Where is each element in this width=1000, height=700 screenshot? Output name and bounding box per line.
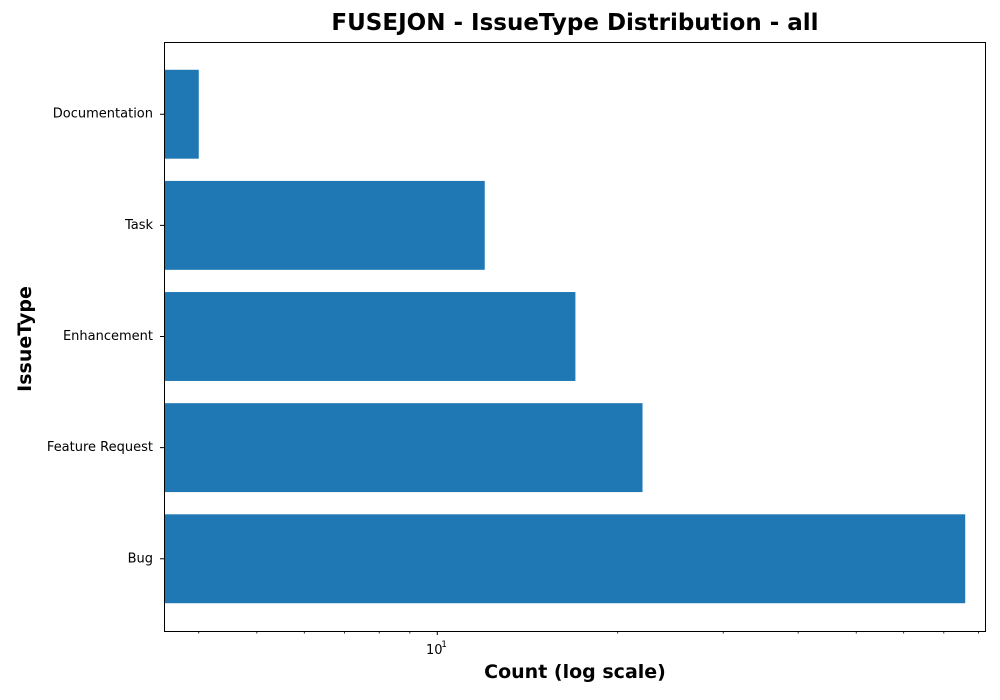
y-tick-label: Feature Request — [47, 440, 153, 455]
bar-documentation — [164, 69, 199, 159]
y-tick-label: Bug — [128, 551, 153, 566]
x-axis-label: Count (log scale) — [484, 661, 666, 683]
x-tick-label-exponent: 1 — [441, 640, 447, 650]
y-tick-label: Task — [124, 218, 154, 233]
chart-title: FUSEJON - IssueType Distribution - all — [331, 10, 819, 36]
bar-enhancement — [164, 292, 576, 381]
y-tick-label: Documentation — [53, 107, 153, 122]
plot-frame — [164, 42, 986, 632]
bar-bug — [164, 514, 966, 604]
y-tick-label: Enhancement — [63, 329, 153, 344]
bar-task — [164, 180, 485, 270]
bar-feature-request — [164, 403, 643, 493]
y-axis-label: IssueType — [14, 286, 36, 392]
x-tick-label: 10 — [426, 643, 443, 658]
